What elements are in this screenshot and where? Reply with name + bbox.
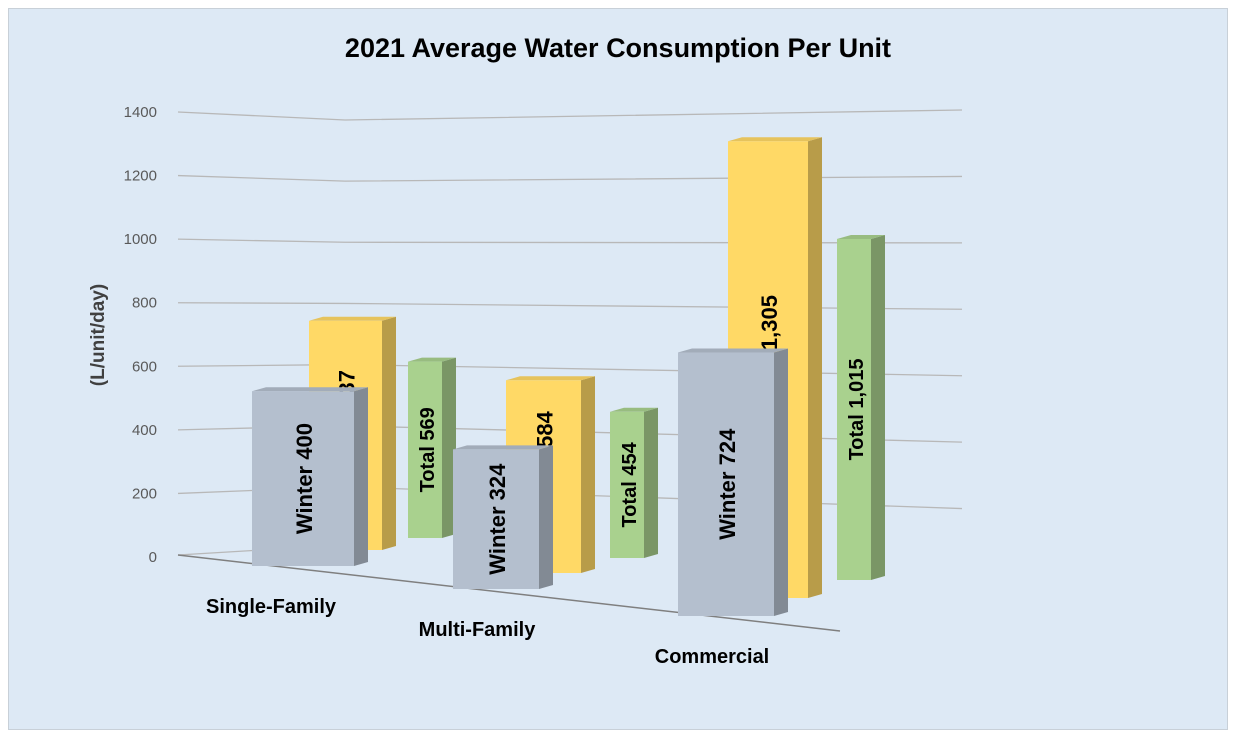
bar-front: [408, 361, 442, 538]
x-tick-label: Multi-Family: [419, 619, 537, 641]
bar-front: [453, 449, 539, 589]
bar-total-1: Total 454: [610, 407, 658, 558]
y-tick-label: 200: [132, 485, 157, 502]
data-label: Total 569: [417, 407, 439, 492]
bar-total-0: Total 569: [408, 357, 456, 538]
bar-side: [539, 445, 553, 589]
y-tick-label: 600: [132, 358, 157, 375]
bar-front: [610, 411, 644, 558]
bar-top: [453, 445, 553, 450]
bar-top: [610, 407, 658, 412]
x-axis-line: [177, 554, 841, 632]
gridline-1400: [177, 109, 963, 121]
bar-total-2: Total 1,015: [837, 234, 885, 580]
bar-side: [808, 137, 822, 598]
bar-side: [774, 348, 788, 616]
bar-top: [309, 316, 396, 321]
y-tick-label: 800: [132, 295, 157, 312]
x-tick-label: Commercial: [655, 646, 770, 668]
bar-front: [678, 352, 774, 616]
y-tick-label: 1200: [124, 168, 157, 185]
bar-top: [837, 234, 885, 239]
bar-top: [728, 137, 822, 142]
bar-top: [506, 376, 595, 381]
bar-side: [871, 234, 885, 580]
bar-side: [354, 387, 368, 566]
bar-side: [644, 407, 658, 558]
bar-side: [442, 357, 456, 538]
bar-front: [252, 391, 354, 566]
data-label: Winter 724: [715, 428, 740, 540]
y-tick-label: 1000: [124, 231, 157, 248]
bar-winter-1: Winter 324: [453, 445, 553, 589]
chart-title: 2021 Average Water Consumption Per Unit: [345, 33, 891, 63]
x-tick-label: Single-Family: [206, 596, 337, 618]
bar-top: [408, 357, 456, 362]
data-label: Total 454: [619, 441, 641, 527]
bar-side: [581, 376, 595, 573]
bar-front: [837, 238, 871, 580]
y-tick-labels: 0 200 400 600 800 1000 1200 1400: [124, 104, 157, 566]
y-tick-label: 1400: [124, 104, 157, 121]
bar-side: [382, 316, 396, 550]
y-tick-label: 400: [132, 422, 157, 439]
gridline-1200: [177, 174, 963, 182]
data-label: Winter 400: [292, 423, 317, 534]
y-tick-label: 0: [149, 549, 157, 566]
y-axis-label: (L/unit/day): [88, 284, 109, 386]
x-tick-labels: Single-Family Multi-Family Commercial: [206, 596, 769, 668]
bar-top: [678, 348, 788, 353]
bar-winter-2: Winter 724: [678, 348, 788, 616]
bar-top: [252, 387, 368, 392]
data-label: Total 1,015: [846, 359, 868, 461]
bar-winter-0: Winter 400: [252, 387, 368, 566]
data-label: Winter 324: [485, 463, 510, 575]
